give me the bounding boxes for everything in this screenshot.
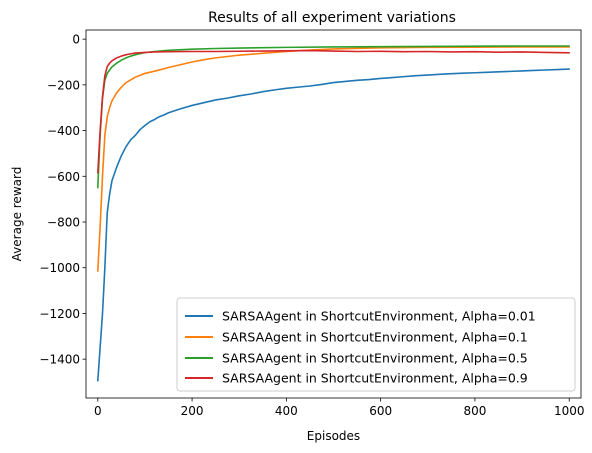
chart-title: Results of all experiment variations [208, 10, 456, 26]
y-tick-label: −1000 [39, 261, 80, 275]
legend-label-alpha-0.01: SARSAAgent in ShortcutEnvironment, Alpha… [222, 309, 536, 324]
legend-label-alpha-0.9: SARSAAgent in ShortcutEnvironment, Alpha… [222, 371, 528, 386]
x-tick-label: 600 [369, 404, 392, 418]
ticks: 0 200 400 600 800 1000 0 −200 −400 −600 −800 −1000 −… [39, 33, 584, 418]
x-tick-label: 200 [181, 404, 204, 418]
x-tick-label: 800 [463, 404, 486, 418]
legend-label-alpha-0.5: SARSAAgent in ShortcutEnvironment, Alpha… [222, 351, 528, 366]
series-line-alpha-0.9 [96, 49, 571, 174]
series-lines [96, 45, 571, 382]
legend: SARSAAgent in ShortcutEnvironment, Alpha… [176, 297, 576, 392]
legend-label-alpha-0.1: SARSAAgent in ShortcutEnvironment, Alpha… [222, 330, 528, 345]
y-tick-label: −800 [47, 216, 80, 230]
y-tick-label: −200 [47, 78, 80, 92]
y-tick-label: −600 [47, 170, 80, 184]
y-tick-label: −1200 [39, 307, 80, 321]
x-tick-label: 0 [94, 404, 102, 418]
plot-frame [85, 29, 582, 399]
series-line-alpha-0.01 [96, 68, 571, 382]
x-axis-label: Episodes [307, 429, 360, 443]
y-axis-label: Average reward [10, 167, 24, 262]
x-tick-label: 1000 [554, 404, 585, 418]
y-tick-label: −1400 [39, 353, 80, 367]
series-line-alpha-0.1 [96, 46, 571, 272]
y-tick-label: −400 [47, 124, 80, 138]
legend-box [176, 297, 576, 392]
y-tick-label: 0 [72, 33, 80, 47]
x-tick-label: 400 [275, 404, 298, 418]
